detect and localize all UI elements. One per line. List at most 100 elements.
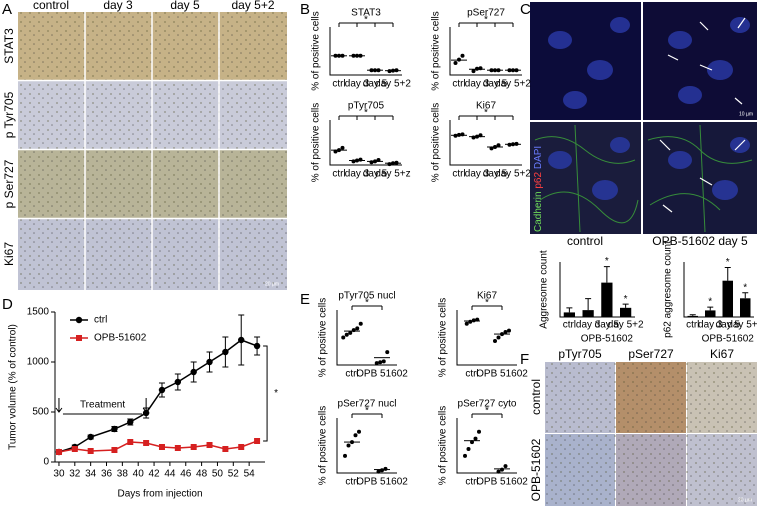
data-point xyxy=(111,447,118,453)
significance-star: * xyxy=(726,257,730,268)
data-point xyxy=(380,468,384,473)
data-point xyxy=(503,330,508,334)
data-point xyxy=(254,438,261,444)
error-bar xyxy=(689,314,696,316)
significance-star: * xyxy=(484,108,488,119)
significance-star: * xyxy=(485,298,489,309)
data-point xyxy=(340,145,345,150)
data-point xyxy=(471,69,476,74)
data-point xyxy=(127,439,134,445)
x-tick-label: 30 xyxy=(53,469,65,480)
panel-label: C xyxy=(520,1,531,18)
data-point xyxy=(460,53,465,58)
x-tick-label: 50 xyxy=(212,469,224,480)
x-tick-label: 40 xyxy=(133,469,145,480)
y-tick-label: 500 xyxy=(32,407,49,418)
chart-title: Ki67 xyxy=(477,291,497,302)
x-tick-label: day 5+z xyxy=(375,169,410,180)
x-tick-label: ctrl xyxy=(345,477,358,488)
y-axis-label: % of positive cells xyxy=(438,298,449,377)
y-axis-label: % of positive cells xyxy=(318,406,329,485)
significance-star: * xyxy=(274,388,278,399)
condition-label: OPB-51602 day 5 xyxy=(652,234,748,248)
panel-label: F xyxy=(520,351,529,368)
chart-title: Ki67 xyxy=(476,101,496,112)
row-label: OPB-51602 xyxy=(529,438,543,501)
stain-legend: Cadherin p62 DAPI xyxy=(533,146,544,232)
x-tick-label: day 3 xyxy=(465,169,490,180)
y-axis-label: % of positive cells xyxy=(318,298,329,377)
significance-star: * xyxy=(605,256,609,267)
x-tick-label: 48 xyxy=(196,469,208,480)
treatment-arrow xyxy=(142,398,150,413)
row-label: control xyxy=(529,379,543,415)
treatment-label: Treatment xyxy=(80,400,125,411)
legend-label: ctrl xyxy=(94,315,107,326)
data-point xyxy=(344,332,349,337)
chart-title: STAT3 xyxy=(351,8,381,19)
scale-bar-label: 10 µm xyxy=(739,111,753,117)
y-tick-label: 1500 xyxy=(27,307,50,318)
data-point xyxy=(383,466,388,471)
y-tick-label: 0 xyxy=(43,457,49,468)
data-point xyxy=(493,338,497,343)
data-point xyxy=(381,359,386,364)
x-tick-label: ctrl xyxy=(345,369,358,380)
x-tick-label: day 5 xyxy=(595,320,620,331)
data-point xyxy=(471,318,476,323)
significance-bracket xyxy=(263,345,268,442)
x-tick-label: day 3 xyxy=(345,169,370,180)
data-point xyxy=(464,321,469,326)
data-point xyxy=(468,319,473,324)
x-tick-label: 52 xyxy=(228,469,240,480)
x-tick-label: OPB 51602 xyxy=(476,477,528,488)
x-tick-label: 36 xyxy=(101,469,113,480)
chart-title: pTyr705 nucl xyxy=(338,291,395,302)
panel-label: D xyxy=(2,296,13,313)
column-label: day 5 xyxy=(170,0,200,12)
x-tick-label: day 3 xyxy=(576,320,601,331)
x-tick-label: day 5 xyxy=(363,79,388,90)
x-tick-label: day 5 xyxy=(483,169,508,180)
x-tick-label: ctrl xyxy=(465,477,478,488)
stain-label: Cadherin xyxy=(533,191,544,232)
chart-title: pSer727 xyxy=(467,8,505,19)
data-point xyxy=(158,444,165,450)
x-tick-label: OPB 51602 xyxy=(356,477,408,488)
column-label: day 5+2 xyxy=(231,0,274,12)
error-bar xyxy=(707,306,714,311)
row-label: p Tyr705 xyxy=(2,91,16,138)
y-axis-label: Tumor volume (% of control) xyxy=(8,324,19,450)
data-point xyxy=(355,326,360,331)
data-point xyxy=(496,469,501,474)
column-label: pTyr705 xyxy=(558,347,602,361)
bar xyxy=(705,310,716,317)
y-axis-label: p62 aggresome count xyxy=(663,241,674,338)
x-tick-label: ctrl xyxy=(332,169,345,180)
data-point xyxy=(253,342,261,350)
x-tick-label: ctrl xyxy=(452,169,465,180)
x-tick-label: 32 xyxy=(69,469,81,480)
chart-title: pSer727 nucl xyxy=(338,399,397,410)
data-point xyxy=(238,336,245,344)
x-tick-label: day 3 xyxy=(465,79,490,90)
data-point xyxy=(55,449,62,455)
stain-label: DAPI xyxy=(533,146,544,169)
data-point xyxy=(477,429,481,434)
row-label: STAT3 xyxy=(2,28,16,64)
data-point xyxy=(142,409,150,417)
legend-marker xyxy=(76,335,82,341)
chart-title: pTyr705 xyxy=(348,101,385,112)
x-tick-label: 46 xyxy=(180,469,192,480)
data-point xyxy=(346,443,351,448)
x-tick-label: day 3 xyxy=(698,320,723,331)
significance-star: * xyxy=(365,298,369,309)
axis xyxy=(329,27,402,76)
data-point xyxy=(353,433,358,438)
column-label: pSer727 xyxy=(628,347,674,361)
panel-a-images: control day 3 day 5 day 5+2 STAT3 p Tyr7… xyxy=(2,0,287,290)
bar xyxy=(740,298,751,317)
x-tick-label: day 5 xyxy=(716,320,741,331)
x-tick-label: day 5 xyxy=(363,169,388,180)
panel-label: A xyxy=(2,1,12,18)
